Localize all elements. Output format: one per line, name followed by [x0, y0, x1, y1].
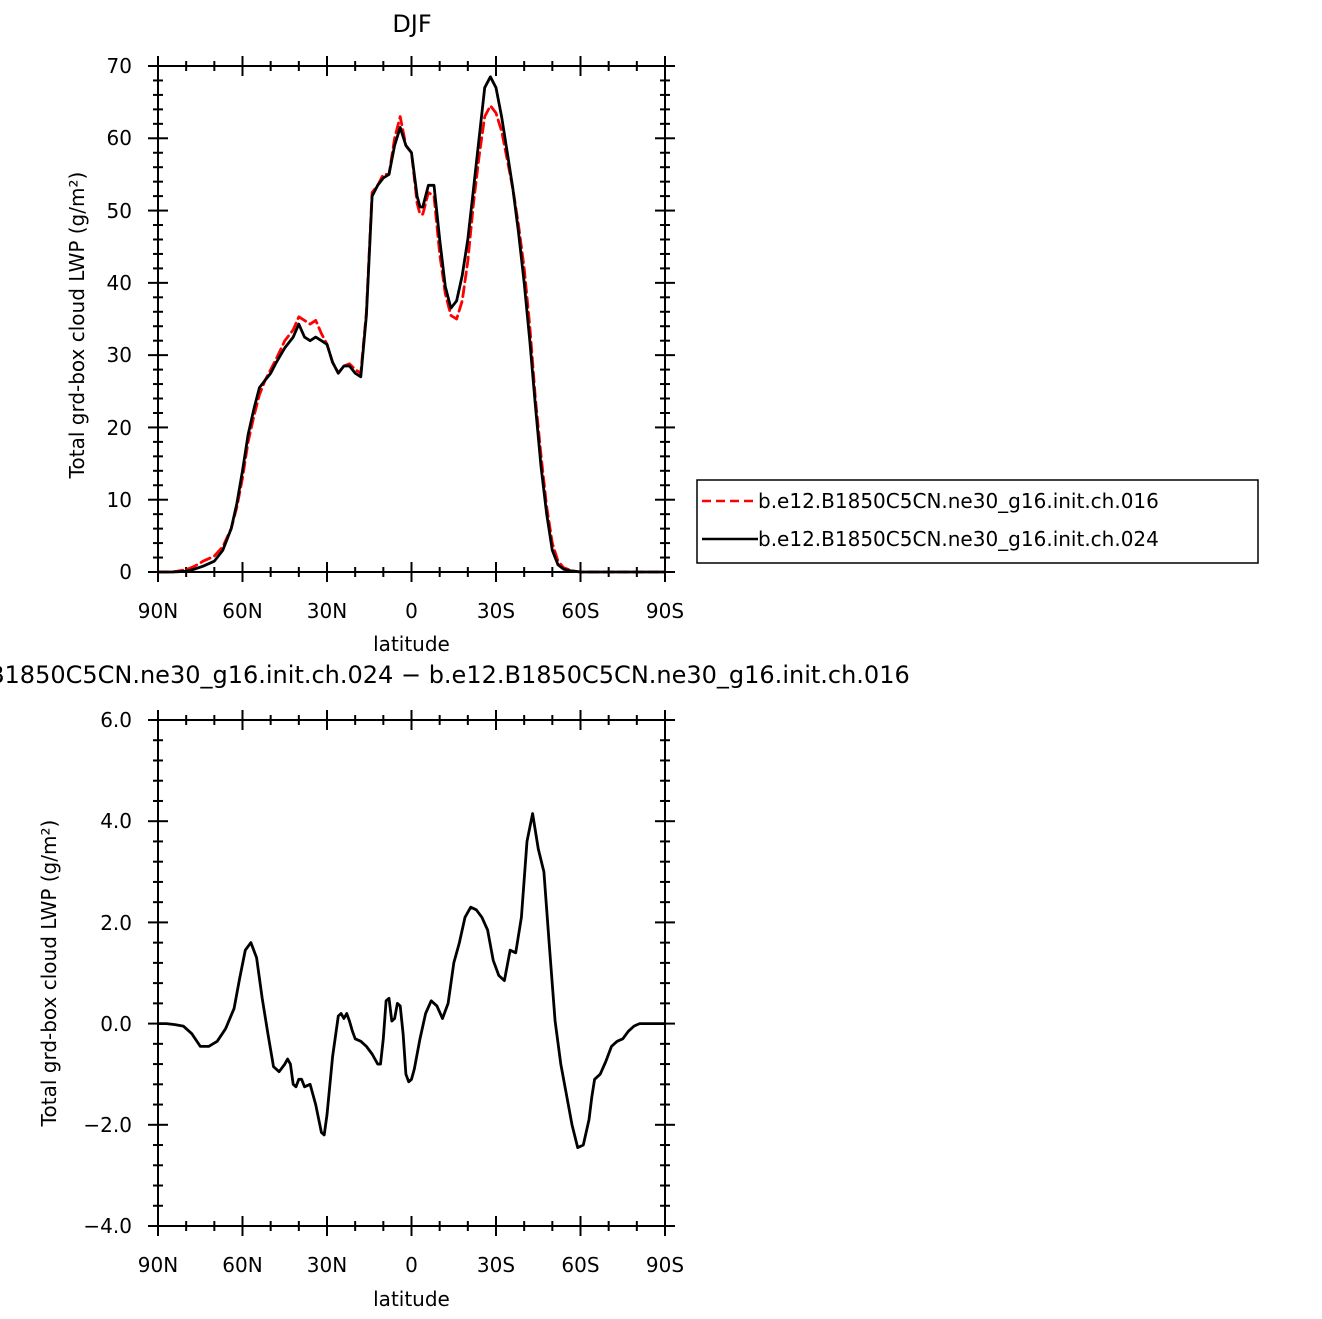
top-series-line-0 — [156, 104, 667, 574]
bottom-y-tick-label: 0.0 — [100, 1012, 132, 1036]
top-y-tick-label: 30 — [107, 343, 132, 367]
top-x-tick-label: 90N — [138, 599, 178, 623]
bottom-y-tick-label: −2.0 — [83, 1113, 132, 1137]
legend-label-016: b.e12.B1850C5CN.ne30_g16.init.ch.016 — [758, 489, 1159, 513]
bottom-series-line-0 — [156, 812, 667, 1149]
top-chart-y-tick-labels: 0 10 20 30 40 50 60 70 — [107, 54, 132, 584]
top-x-tick-label: 30N — [307, 599, 347, 623]
top-y-tick-label: 20 — [107, 416, 132, 440]
top-chart-ticks — [148, 56, 675, 582]
bottom-chart-x-tick-labels: 90N 60N 30N 0 30S 60S 90S — [138, 1253, 684, 1277]
bottom-chart-y-tick-labels: −4.0 −2.0 0.0 2.0 4.0 6.0 — [83, 708, 132, 1238]
top-y-tick-label: 70 — [107, 54, 132, 78]
top-chart-title: DJF — [392, 10, 431, 38]
bottom-x-tick-label: 60N — [222, 1253, 262, 1277]
legend-label-024: b.e12.B1850C5CN.ne30_g16.init.ch.024 — [758, 527, 1159, 551]
top-x-tick-label: 0 — [405, 599, 418, 623]
top-x-tick-label: 90S — [646, 599, 684, 623]
bottom-x-tick-label: 0 — [405, 1253, 418, 1277]
top-chart-x-tick-labels: 90N 60N 30N 0 30S 60S 90S — [138, 599, 684, 623]
top-x-tick-label: 60S — [561, 599, 599, 623]
top-y-tick-label: 10 — [107, 488, 132, 512]
bottom-chart-ticks — [148, 710, 675, 1236]
top-x-tick-label: 30S — [477, 599, 515, 623]
top-x-axis-label: latitude — [373, 632, 450, 656]
top-chart-series — [156, 75, 667, 574]
bottom-chart: b.e12.B1850C5CN.ne30_g16.init.ch.024 − b… — [0, 661, 910, 1311]
bottom-x-tick-label: 30S — [477, 1253, 515, 1277]
bottom-y-tick-label: 4.0 — [100, 809, 132, 833]
top-y-tick-label: 50 — [107, 199, 132, 223]
bottom-x-tick-label: 90S — [646, 1253, 684, 1277]
bottom-y-axis-label: Total grd-box cloud LWP (g/m²) — [37, 820, 61, 1128]
bottom-x-tick-label: 60S — [561, 1253, 599, 1277]
top-x-tick-label: 60N — [222, 599, 262, 623]
bottom-chart-frame — [157, 719, 666, 1227]
bottom-y-tick-label: 2.0 — [100, 911, 132, 935]
top-y-tick-label: 40 — [107, 271, 132, 295]
bottom-y-tick-label: 6.0 — [100, 708, 132, 732]
bottom-x-axis-label: latitude — [373, 1287, 450, 1311]
top-y-axis-label: Total grd-box cloud LWP (g/m²) — [65, 172, 89, 480]
bottom-y-tick-label: −4.0 — [83, 1214, 132, 1238]
bottom-chart-series — [156, 812, 667, 1149]
bottom-chart-title: b.e12.B1850C5CN.ne30_g16.init.ch.024 − b… — [0, 661, 910, 689]
top-y-tick-label: 0 — [119, 560, 132, 584]
bottom-x-tick-label: 90N — [138, 1253, 178, 1277]
top-chart-frame — [157, 65, 666, 573]
top-chart: DJF 90N 60N 30N 0 30S 60S 90S 0 10 20 30… — [65, 10, 684, 656]
top-series-line-1 — [156, 75, 667, 574]
legend: b.e12.B1850C5CN.ne30_g16.init.ch.016 b.e… — [696, 479, 1259, 564]
top-y-tick-label: 60 — [107, 126, 132, 150]
legend-box — [696, 479, 1259, 564]
bottom-x-tick-label: 30N — [307, 1253, 347, 1277]
